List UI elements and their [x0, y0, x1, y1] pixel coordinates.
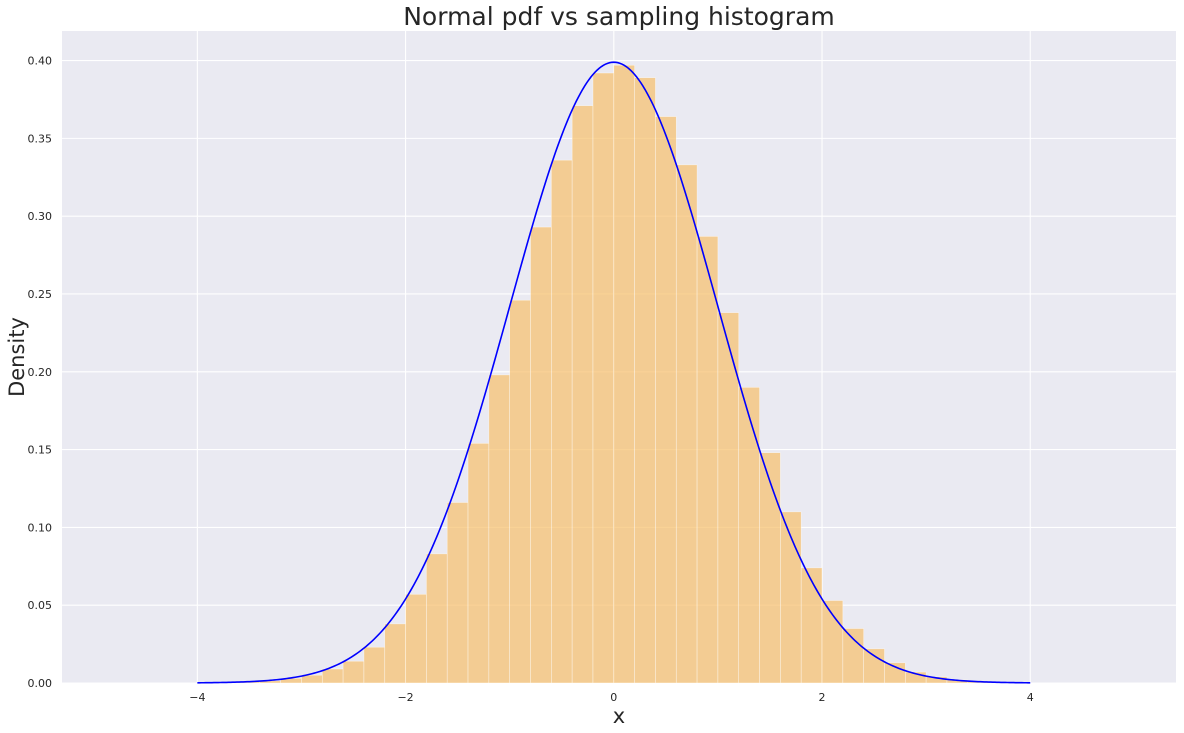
y-tick-labels: 0.00 0.05 0.10 0.15 0.20 0.25 0.30 0.35 0.40: [28, 55, 53, 690]
histogram-bar: [301, 674, 323, 684]
y-tick-label: 0.40: [28, 55, 53, 68]
histogram-bar: [405, 594, 427, 684]
x-tick-label: −4: [189, 691, 205, 704]
histogram-bar: [842, 628, 864, 684]
y-tick-label: 0.05: [28, 599, 53, 612]
histogram-bar: [884, 662, 906, 684]
y-tick-label: 0.30: [28, 210, 53, 223]
histogram-bar: [592, 72, 615, 684]
chart-title: Normal pdf vs sampling histogram: [403, 2, 835, 31]
histogram-bar: [530, 226, 552, 684]
y-tick-label: 0.35: [28, 132, 53, 145]
histogram-bar: [321, 668, 344, 684]
x-tick-label: 0: [610, 691, 617, 704]
x-axis-label: x: [613, 704, 625, 728]
y-tick-label: 0.15: [28, 444, 53, 457]
histogram-bar: [800, 567, 823, 684]
x-tick-label: 2: [819, 691, 826, 704]
x-tick-label: 4: [1027, 691, 1034, 704]
histogram-bar: [821, 600, 844, 684]
y-tick-label: 0.00: [28, 677, 53, 690]
y-tick-label: 0.25: [28, 288, 53, 301]
histogram-bar: [363, 646, 386, 684]
histogram-bar: [738, 387, 760, 684]
histogram-bar: [613, 64, 635, 684]
y-axis-label: Density: [5, 317, 29, 397]
y-tick-label: 0.20: [28, 366, 53, 379]
histogram-bar: [634, 77, 656, 684]
histogram-bar: [509, 299, 531, 684]
histogram-bar: [863, 648, 885, 684]
histogram-bar: [696, 236, 719, 684]
x-tick-labels: −4 −2 0 2 4: [189, 691, 1034, 704]
histogram-bar: [426, 553, 448, 684]
histogram-bar: [467, 443, 490, 684]
histogram-bar: [655, 116, 677, 684]
histogram-bars: [217, 64, 1010, 684]
histogram-bar: [759, 452, 781, 684]
histogram-bar: [571, 105, 594, 684]
histogram-bar: [675, 164, 698, 684]
histogram-bar: [551, 159, 573, 684]
histogram-bar: [446, 502, 469, 684]
histogram-bar: [488, 374, 510, 684]
pdf-curve: [197, 61, 1031, 684]
histogram-bar: [342, 660, 365, 684]
histogram-bar: [384, 623, 406, 684]
y-tick-label: 0.10: [28, 521, 53, 534]
x-tick-label: −2: [397, 691, 413, 704]
